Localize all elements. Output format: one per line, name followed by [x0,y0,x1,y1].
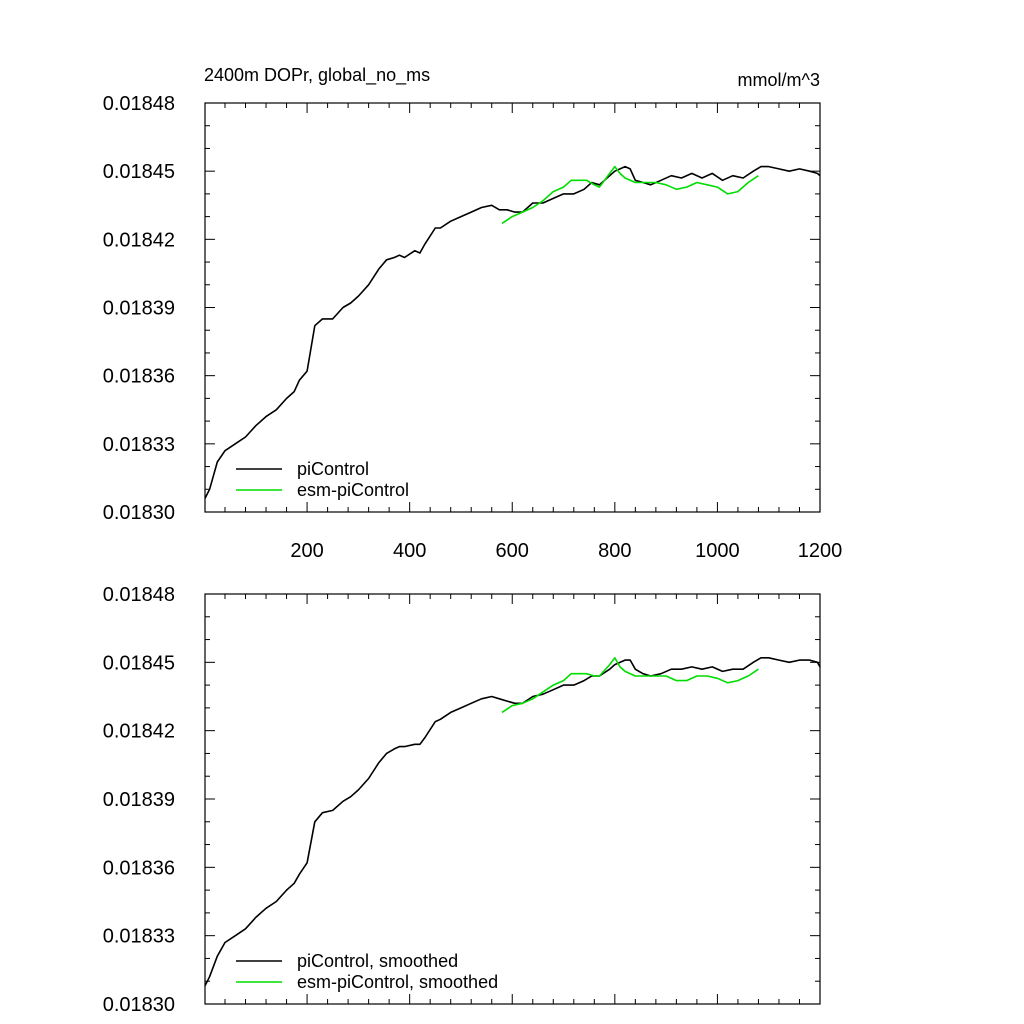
y-tick-label: 0.01830 [103,994,175,1016]
legend-bottom: piControl, smoothed esm-piControl, smoot… [236,951,498,992]
x-tick-label: 400 [393,540,426,562]
chart-title: 2400m DOPr, global_no_ms [204,65,430,86]
x-tick-label: 1200 [798,540,843,562]
x-tick-label: 200 [290,540,323,562]
y-tick-label: 0.01842 [103,721,175,743]
legend-label-esm-picontrol: esm-piControl [297,480,409,500]
y-tick-label: 0.01848 [103,93,175,115]
bottom-panel: 0.01830 0.01833 0.01836 0.01839 0.01842 0.018… [103,584,821,1016]
y-tick-label: 0.01848 [103,584,175,606]
y-tick-label: 0.01836 [103,366,175,388]
series-line-picontrol [204,165,821,499]
legend-label-picontrol-smoothed: piControl, smoothed [297,951,458,971]
series-line-esm-picontrol-smoothed [501,656,759,714]
y-tick-label: 0.01836 [103,857,175,879]
y-tick-label: 0.01839 [103,789,175,811]
y-tick-label: 0.01845 [103,652,175,674]
y-tick-label: 0.01845 [103,161,175,183]
legend-top: piControl esm-piControl [236,459,409,500]
y-tick-label: 0.01830 [103,502,175,524]
y-tick-label: 0.01833 [103,926,175,948]
plot-frame [204,593,821,1005]
x-tick-label: 800 [598,540,631,562]
y-tick-label: 0.01833 [103,434,175,456]
units-label: mmol/m^3 [738,70,820,90]
series-line-esm-picontrol [501,165,759,225]
top-panel: 0.01830 0.01833 0.01836 0.01839 0.01842 0.018… [103,93,843,562]
series-line-picontrol-smoothed [204,656,821,987]
legend-label-picontrol: piControl [297,459,369,479]
legend-label-esm-picontrol-smoothed: esm-piControl, smoothed [297,972,498,992]
x-tick-label: 1000 [695,540,740,562]
y-tick-label: 0.01842 [103,229,175,251]
x-tick-label: 600 [496,540,529,562]
plot-frame [204,102,821,513]
y-tick-label: 0.01839 [103,298,175,320]
